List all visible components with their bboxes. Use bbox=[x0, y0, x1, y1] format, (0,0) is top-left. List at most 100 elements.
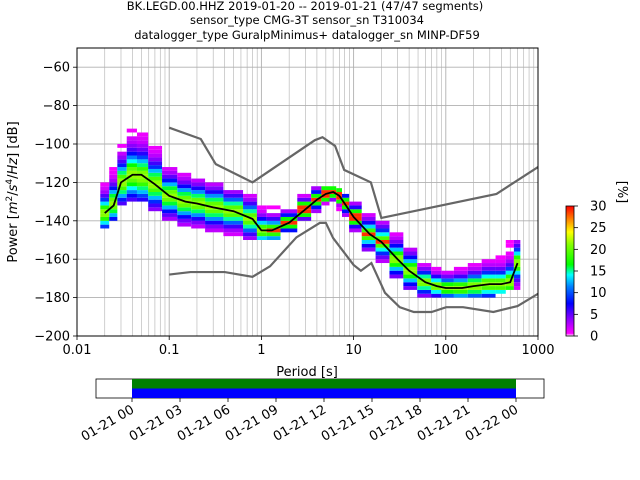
density-cell bbox=[349, 213, 362, 217]
density-cell bbox=[205, 197, 224, 202]
density-cell bbox=[297, 205, 312, 210]
density-cell bbox=[117, 186, 127, 191]
density-cell bbox=[361, 224, 376, 229]
density-cell bbox=[177, 195, 192, 200]
x-axis-label: Period [s] bbox=[276, 365, 338, 380]
density-cell bbox=[389, 236, 404, 240]
density-cell bbox=[280, 209, 298, 214]
density-cell bbox=[329, 197, 337, 202]
density-cell bbox=[403, 247, 418, 252]
density-cell bbox=[191, 193, 206, 198]
density-cell bbox=[256, 224, 267, 229]
density-cell bbox=[431, 293, 442, 298]
density-cell bbox=[495, 263, 506, 267]
density-cell bbox=[177, 188, 192, 192]
density-cell bbox=[117, 170, 127, 175]
colorbar-tick-label: 0 bbox=[590, 330, 598, 345]
density-cell bbox=[162, 205, 178, 210]
density-cell bbox=[311, 205, 322, 210]
density-cell bbox=[256, 216, 267, 221]
density-cell bbox=[329, 186, 337, 191]
density-cell bbox=[126, 163, 137, 168]
coverage-tick-label: 01-21 06 bbox=[175, 402, 233, 444]
density-cell bbox=[117, 174, 127, 179]
density-cell bbox=[177, 176, 192, 181]
density-cell bbox=[389, 263, 404, 267]
density-cell bbox=[126, 197, 137, 202]
density-cell bbox=[417, 289, 432, 294]
density-cell bbox=[336, 195, 342, 200]
density-cell bbox=[467, 282, 482, 287]
density-cell bbox=[389, 270, 404, 275]
density-cell bbox=[117, 155, 127, 160]
density-cell bbox=[467, 270, 482, 275]
density-cell bbox=[162, 174, 178, 179]
density-cell bbox=[148, 203, 163, 208]
density-cell bbox=[177, 207, 192, 212]
density-cell bbox=[467, 289, 482, 294]
density-cell bbox=[177, 180, 192, 185]
density-cell bbox=[505, 286, 514, 290]
density-cell bbox=[109, 216, 118, 221]
density-cell bbox=[403, 286, 418, 290]
density-cell bbox=[223, 193, 244, 198]
density-cell bbox=[403, 259, 418, 264]
x-tick-label: 100 bbox=[433, 343, 458, 358]
density-cell bbox=[191, 186, 206, 191]
density-cell bbox=[441, 270, 454, 275]
density-cell bbox=[417, 282, 432, 287]
density-cell bbox=[403, 251, 418, 256]
density-cell bbox=[256, 205, 267, 210]
density-cell bbox=[243, 216, 257, 221]
colorbar-tick-label: 30 bbox=[590, 200, 607, 215]
coverage-tick-label: 01-21 03 bbox=[127, 402, 185, 444]
density-cell bbox=[481, 286, 496, 290]
coverage-tick-label: 01-21 12 bbox=[271, 402, 329, 444]
density-cell bbox=[191, 224, 206, 229]
density-cell bbox=[417, 270, 432, 275]
density-cell bbox=[223, 224, 244, 229]
density-cell bbox=[431, 282, 442, 287]
density-cell bbox=[177, 215, 192, 219]
density-cell bbox=[126, 174, 137, 179]
coverage-tick-label: 01-21 18 bbox=[367, 402, 425, 444]
density-cell bbox=[349, 220, 362, 225]
density-cell bbox=[495, 270, 506, 275]
density-cell bbox=[109, 197, 118, 202]
density-cell bbox=[148, 165, 163, 169]
density-cell bbox=[100, 190, 110, 194]
density-cell bbox=[505, 282, 514, 287]
density-cell bbox=[505, 243, 514, 248]
density-cell bbox=[266, 220, 281, 225]
density-cell bbox=[126, 182, 137, 187]
density-cell bbox=[336, 203, 342, 208]
density-cell bbox=[495, 286, 506, 290]
density-cell bbox=[297, 201, 312, 206]
density-cell bbox=[513, 247, 521, 252]
density-cell bbox=[341, 197, 350, 202]
density-cell bbox=[403, 278, 418, 283]
density-cell bbox=[361, 243, 376, 248]
density-cell bbox=[513, 251, 521, 256]
x-tick-label: 1 bbox=[257, 343, 265, 358]
density-cell bbox=[431, 274, 442, 279]
density-cell bbox=[117, 151, 127, 156]
colorbar: 0 5 10 15 20 25 30 [%] bbox=[565, 181, 629, 345]
density-cell bbox=[375, 220, 390, 225]
density-cell bbox=[100, 220, 110, 225]
density-cell bbox=[243, 201, 257, 206]
density-cell bbox=[431, 278, 442, 283]
density-cell bbox=[223, 228, 244, 233]
density-cell bbox=[513, 255, 521, 260]
density-cell bbox=[117, 144, 127, 148]
density-cell bbox=[256, 232, 267, 237]
mean-line bbox=[104, 173, 519, 289]
density-cell bbox=[109, 201, 118, 206]
density-cell bbox=[375, 247, 390, 252]
density-cell bbox=[148, 199, 163, 204]
density-cell bbox=[467, 274, 482, 279]
y-tick-label: −140 bbox=[34, 214, 70, 229]
density-cell bbox=[162, 209, 178, 214]
colorbar-tick-label: 5 bbox=[590, 308, 598, 323]
